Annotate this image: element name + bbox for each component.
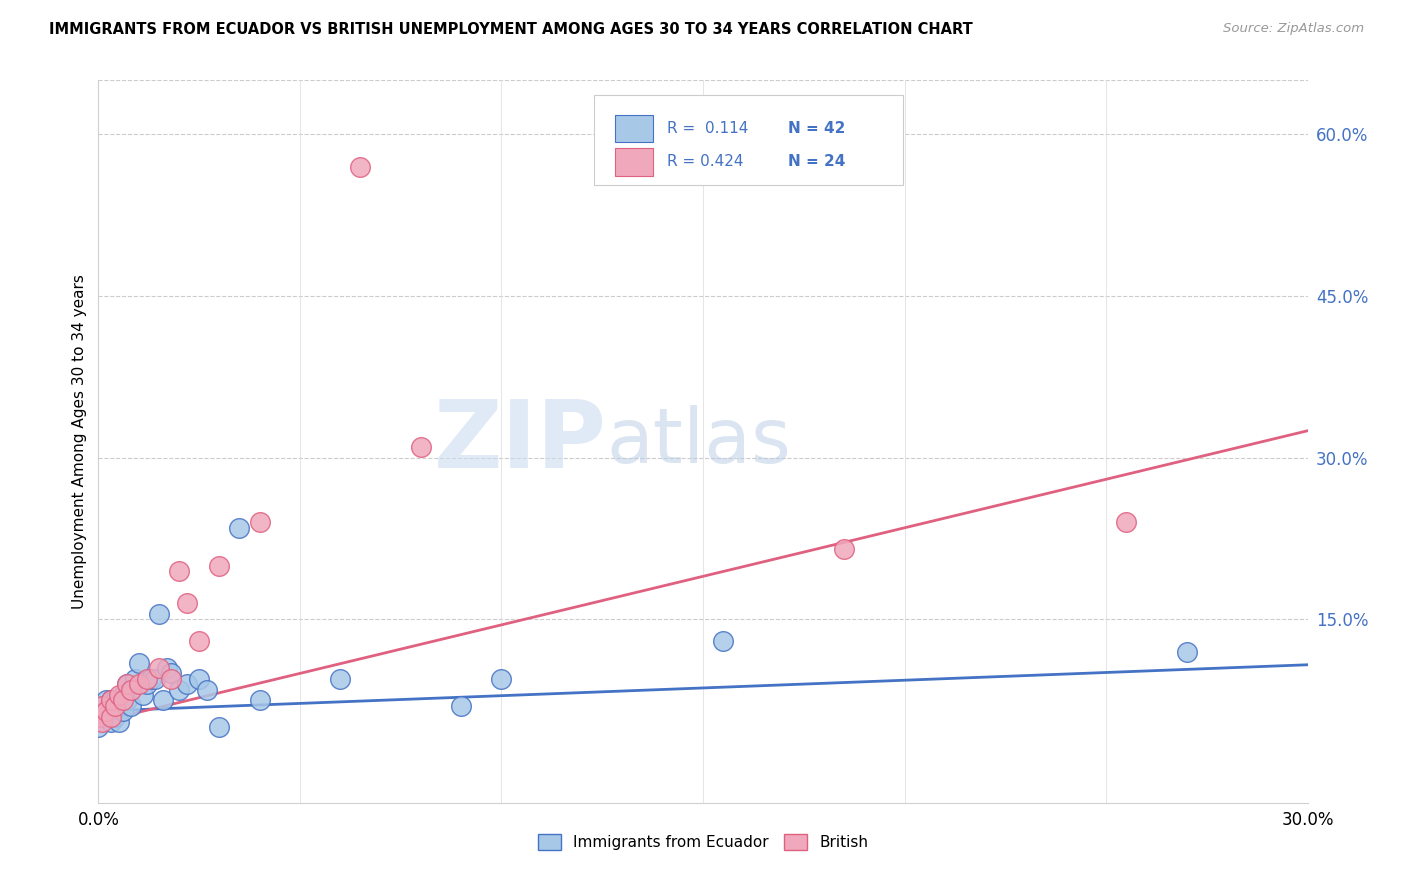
- Point: [100, 693, 122, 707]
- Text: N = 42: N = 42: [787, 121, 845, 136]
- Point: [188, 634, 211, 648]
- Y-axis label: Unemployment Among Ages 30 to 34 years: Unemployment Among Ages 30 to 34 years: [72, 274, 87, 609]
- Point: [115, 677, 138, 691]
- Point: [96, 704, 118, 718]
- Point: [349, 160, 371, 174]
- Text: atlas: atlas: [606, 405, 792, 478]
- Point: [409, 440, 432, 454]
- Point: [176, 596, 198, 610]
- Point: [135, 677, 157, 691]
- Point: [1175, 645, 1198, 659]
- Point: [228, 521, 250, 535]
- Point: [156, 661, 179, 675]
- Point: [128, 677, 150, 691]
- Point: [249, 693, 271, 707]
- Text: N = 24: N = 24: [787, 154, 845, 169]
- FancyBboxPatch shape: [614, 115, 654, 143]
- Point: [100, 704, 122, 718]
- Point: [160, 672, 183, 686]
- Text: IMMIGRANTS FROM ECUADOR VS BRITISH UNEMPLOYMENT AMONG AGES 30 TO 34 YEARS CORREL: IMMIGRANTS FROM ECUADOR VS BRITISH UNEMP…: [49, 22, 973, 37]
- Point: [96, 693, 118, 707]
- Text: R =  0.114: R = 0.114: [666, 121, 748, 136]
- Point: [167, 564, 190, 578]
- Point: [139, 672, 162, 686]
- Point: [91, 714, 114, 729]
- FancyBboxPatch shape: [595, 95, 903, 185]
- Point: [1115, 516, 1137, 530]
- Point: [208, 720, 231, 734]
- Point: [329, 672, 352, 686]
- Point: [111, 704, 134, 718]
- Point: [100, 693, 122, 707]
- Point: [103, 704, 125, 718]
- Point: [111, 693, 134, 707]
- Point: [91, 698, 114, 713]
- Text: ZIP: ZIP: [433, 395, 606, 488]
- Point: [148, 661, 170, 675]
- Point: [176, 677, 198, 691]
- Point: [103, 709, 125, 723]
- Point: [188, 672, 211, 686]
- Point: [111, 688, 134, 702]
- Point: [148, 607, 170, 621]
- Point: [107, 688, 129, 702]
- Point: [135, 672, 157, 686]
- Point: [96, 704, 118, 718]
- Point: [103, 693, 125, 707]
- Point: [91, 709, 114, 723]
- Point: [167, 682, 190, 697]
- Point: [100, 709, 122, 723]
- Point: [249, 516, 271, 530]
- Point: [120, 698, 142, 713]
- Point: [128, 656, 150, 670]
- Point: [87, 720, 110, 734]
- Legend: Immigrants from Ecuador, British: Immigrants from Ecuador, British: [531, 829, 875, 856]
- FancyBboxPatch shape: [614, 148, 654, 176]
- Point: [143, 672, 166, 686]
- Point: [115, 677, 138, 691]
- Point: [96, 709, 118, 723]
- Point: [91, 698, 114, 713]
- Point: [160, 666, 183, 681]
- Point: [100, 714, 122, 729]
- Point: [132, 688, 155, 702]
- Point: [208, 558, 231, 573]
- Text: R = 0.424: R = 0.424: [666, 154, 744, 169]
- Point: [152, 693, 174, 707]
- Text: Source: ZipAtlas.com: Source: ZipAtlas.com: [1223, 22, 1364, 36]
- Point: [120, 682, 142, 697]
- Point: [87, 709, 110, 723]
- Point: [195, 682, 218, 697]
- Point: [124, 672, 146, 686]
- Point: [103, 698, 125, 713]
- Point: [115, 693, 138, 707]
- Point: [491, 672, 513, 686]
- Point: [107, 698, 129, 713]
- Point: [107, 714, 129, 729]
- Point: [450, 698, 472, 713]
- Point: [711, 634, 734, 648]
- Point: [832, 542, 855, 557]
- Point: [120, 682, 142, 697]
